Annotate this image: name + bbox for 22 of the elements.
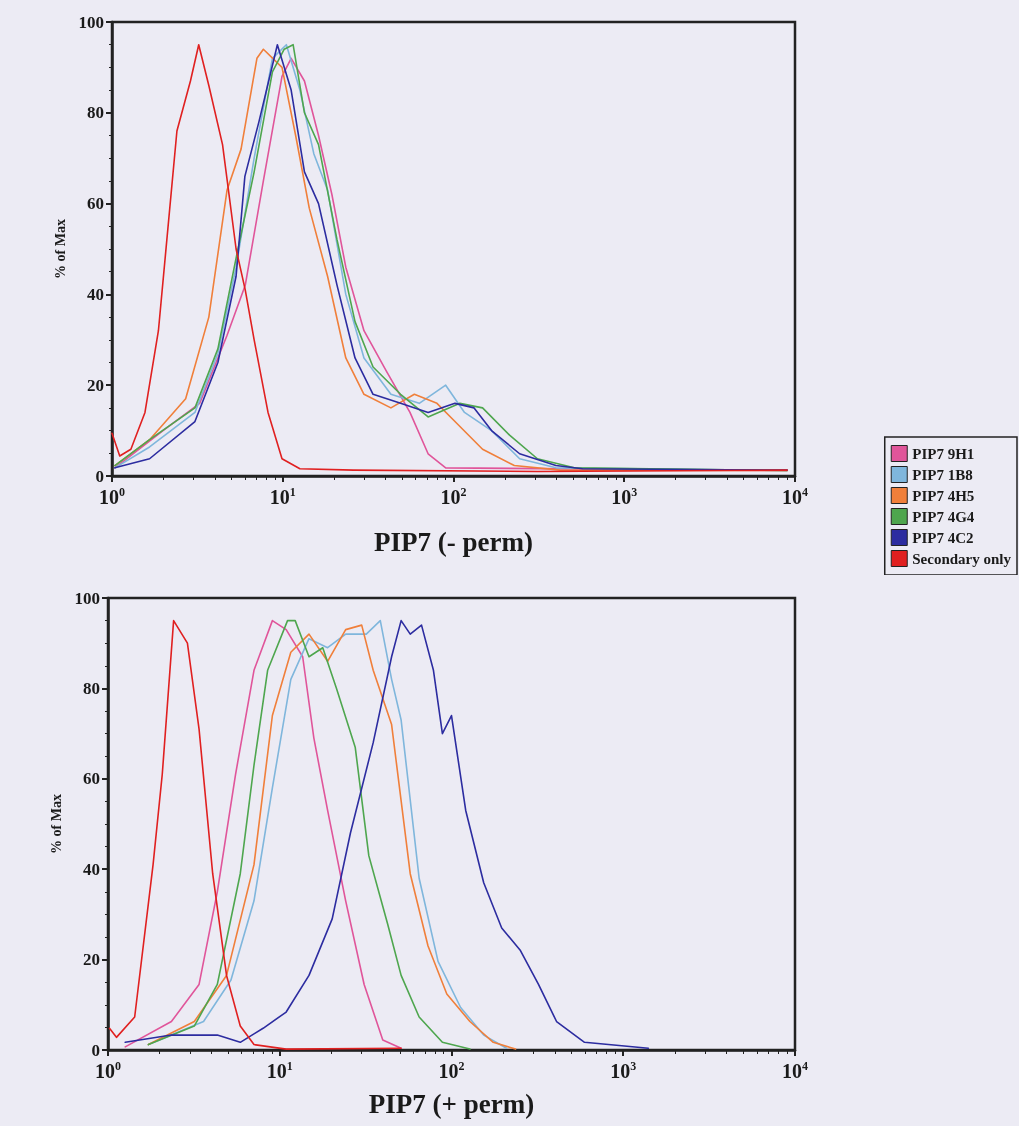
y-tick-label: 80: [87, 103, 104, 123]
y-axis-title: % of Max: [53, 219, 69, 279]
y-tick-label: 60: [83, 769, 100, 789]
y-tick-label: 20: [87, 375, 104, 395]
legend-label: Secondary only: [912, 550, 1012, 567]
y-tick-label: 100: [74, 588, 100, 608]
y-tick-label: 80: [83, 678, 100, 698]
legend-label: PIP7 4G4: [912, 508, 975, 525]
legend-label: PIP7 9H1: [912, 445, 975, 462]
y-tick-label: 20: [83, 950, 100, 970]
y-tick-label: 0: [91, 1040, 100, 1060]
x-axis-title: PIP7 (- perm): [374, 526, 533, 557]
x-axis-title: PIP7 (+ perm): [368, 1088, 535, 1119]
y-axis-title: % of Max: [49, 794, 65, 854]
legend-label: PIP7 4H5: [912, 487, 975, 504]
y-tick-label: 100: [78, 12, 104, 32]
y-tick-label: 40: [87, 284, 104, 304]
y-tick-label: 0: [95, 466, 104, 486]
y-tick-label: 60: [87, 194, 104, 214]
y-tick-label: 40: [83, 859, 100, 879]
legend-label: PIP7 1B8: [912, 466, 973, 483]
legend-label: PIP7 4C2: [912, 529, 974, 546]
